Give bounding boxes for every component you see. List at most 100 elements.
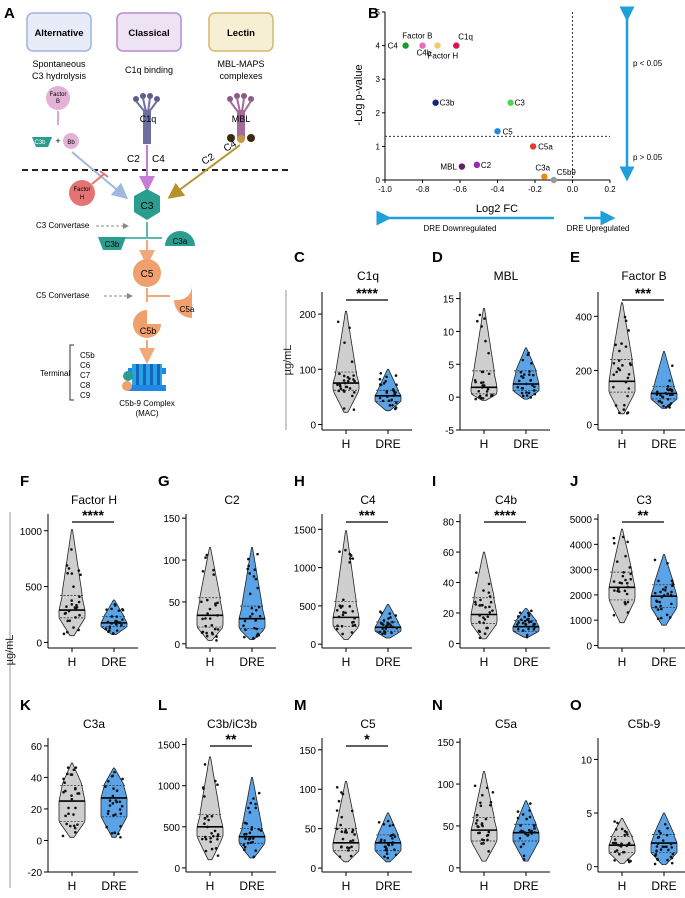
violin-dre-point [530,362,533,365]
violin-dre-point [657,835,661,839]
violin-h-point [343,830,347,834]
violin-dre-point [519,370,523,374]
violin-h-point [215,635,218,638]
violin-dre-point [254,619,257,622]
violin-dre-point [655,849,658,853]
violin-h-point [339,845,343,849]
violin-y-tick-label: 0 [36,836,42,847]
downregulated-label: DRE Downregulated [424,224,497,233]
violin-h-point [623,589,627,593]
violin-panel-i: I C4b 0 20 40 60 80 H DRE **** [432,473,550,669]
violin-y-tick-label: 0 [174,640,180,651]
violin-dre-point [666,858,669,862]
violin-dre-point [119,812,123,815]
violin-dre-point [257,827,261,831]
violin-panel-e: E Factor B 0 200 400 H DRE *** [570,249,685,451]
violin-h-point [341,837,345,841]
violin-dre-point [522,842,525,846]
violin-h-point [488,611,492,614]
classical-desc: C1q binding [125,65,173,75]
c3-molecule: C3 [134,189,160,220]
violin-h-point [213,627,217,631]
violin-dre-point [252,797,255,800]
violin-h-point [483,317,486,320]
violin-h-point [67,567,71,570]
violin-h-point [344,611,347,615]
violin-y-tick-label: 20 [31,805,43,816]
panel-letter-a: A [4,5,15,22]
violin-h-point [205,598,209,602]
violin-h [58,529,86,637]
violin-h-point [627,329,630,332]
violin-h-point [335,608,339,612]
violin-dre-point [522,854,526,858]
volcano-point-label: C4b [417,49,432,58]
violin-title: C2 [224,493,240,507]
violin-h-point [489,600,493,604]
violin-dre-point [377,820,381,824]
violin-h-point [206,825,209,829]
violin-dre-point [392,394,395,398]
volcano-point-label: C5a [538,142,553,151]
svg-text:C5: C5 [141,269,154,280]
violin-x-label-h: H [480,879,489,893]
violin-dre-point [394,614,398,617]
violin-h-point [474,600,477,604]
volcano-y-tick-label: 2 [376,109,381,118]
violin-dre-point [395,383,398,387]
volcano-y-tick-label: 4 [376,42,381,51]
violin-h [470,308,498,401]
violin-h-point [62,777,65,781]
violin-h-point [215,639,218,642]
violin-h-point [485,626,488,630]
violin-h-point [335,785,339,789]
svg-text:C3a: C3a [173,237,188,246]
violin-x-label-h: H [206,879,215,893]
volcano-point [541,173,548,180]
violin-dre-point [653,862,657,866]
violin-h-point [626,600,630,604]
violin-h-point [348,561,351,564]
p-low-label: p > 0.05 [633,153,663,162]
violin-h-point [627,387,631,390]
violin-dre-point [521,394,525,398]
violin-h-point [339,823,342,827]
violin-h [196,547,224,641]
violin-h-point [473,378,477,382]
violin-dre-point [519,830,522,834]
violin-title: C3a [83,717,105,731]
violin-dre-point [521,376,525,379]
classical-label: Classical [128,28,169,39]
violin-x-label-h: H [480,655,489,669]
violin-h-point [353,391,356,394]
violin-h-point [66,571,69,575]
violin-dre-point [653,591,657,595]
panel-letter-m: M [294,697,307,714]
violin-h-point [477,825,480,829]
violin-h-point [350,360,354,364]
violin-h-point [474,822,478,825]
violin-dre-point [659,590,662,594]
violin-h-point [622,571,625,574]
violin-h-point [336,624,339,628]
violin-dre-point [384,627,388,630]
violin-dre-point [391,625,395,629]
violin-h-point [74,786,77,790]
violin-y-tick-label: 500 [299,602,316,613]
violin-dre-point [527,391,531,395]
violin-dre-point [389,834,393,838]
alternative-arrow [71,151,129,200]
violin-y-tick-label: 0 [448,864,454,875]
significance-stars: *** [359,507,376,523]
violin-y-tick-label: 150 [163,514,180,525]
violin-dre-point [385,624,388,628]
violin-h-point [480,325,483,328]
violin-dre-point [120,804,124,808]
violin-h-point [612,580,616,583]
violin-dre-point [670,584,674,588]
violin-dre-point [111,802,115,805]
violin-dre-point [656,617,660,621]
violin-h-point [348,552,352,556]
violin-title: C3 [636,493,652,507]
violin-h-point [338,372,341,376]
